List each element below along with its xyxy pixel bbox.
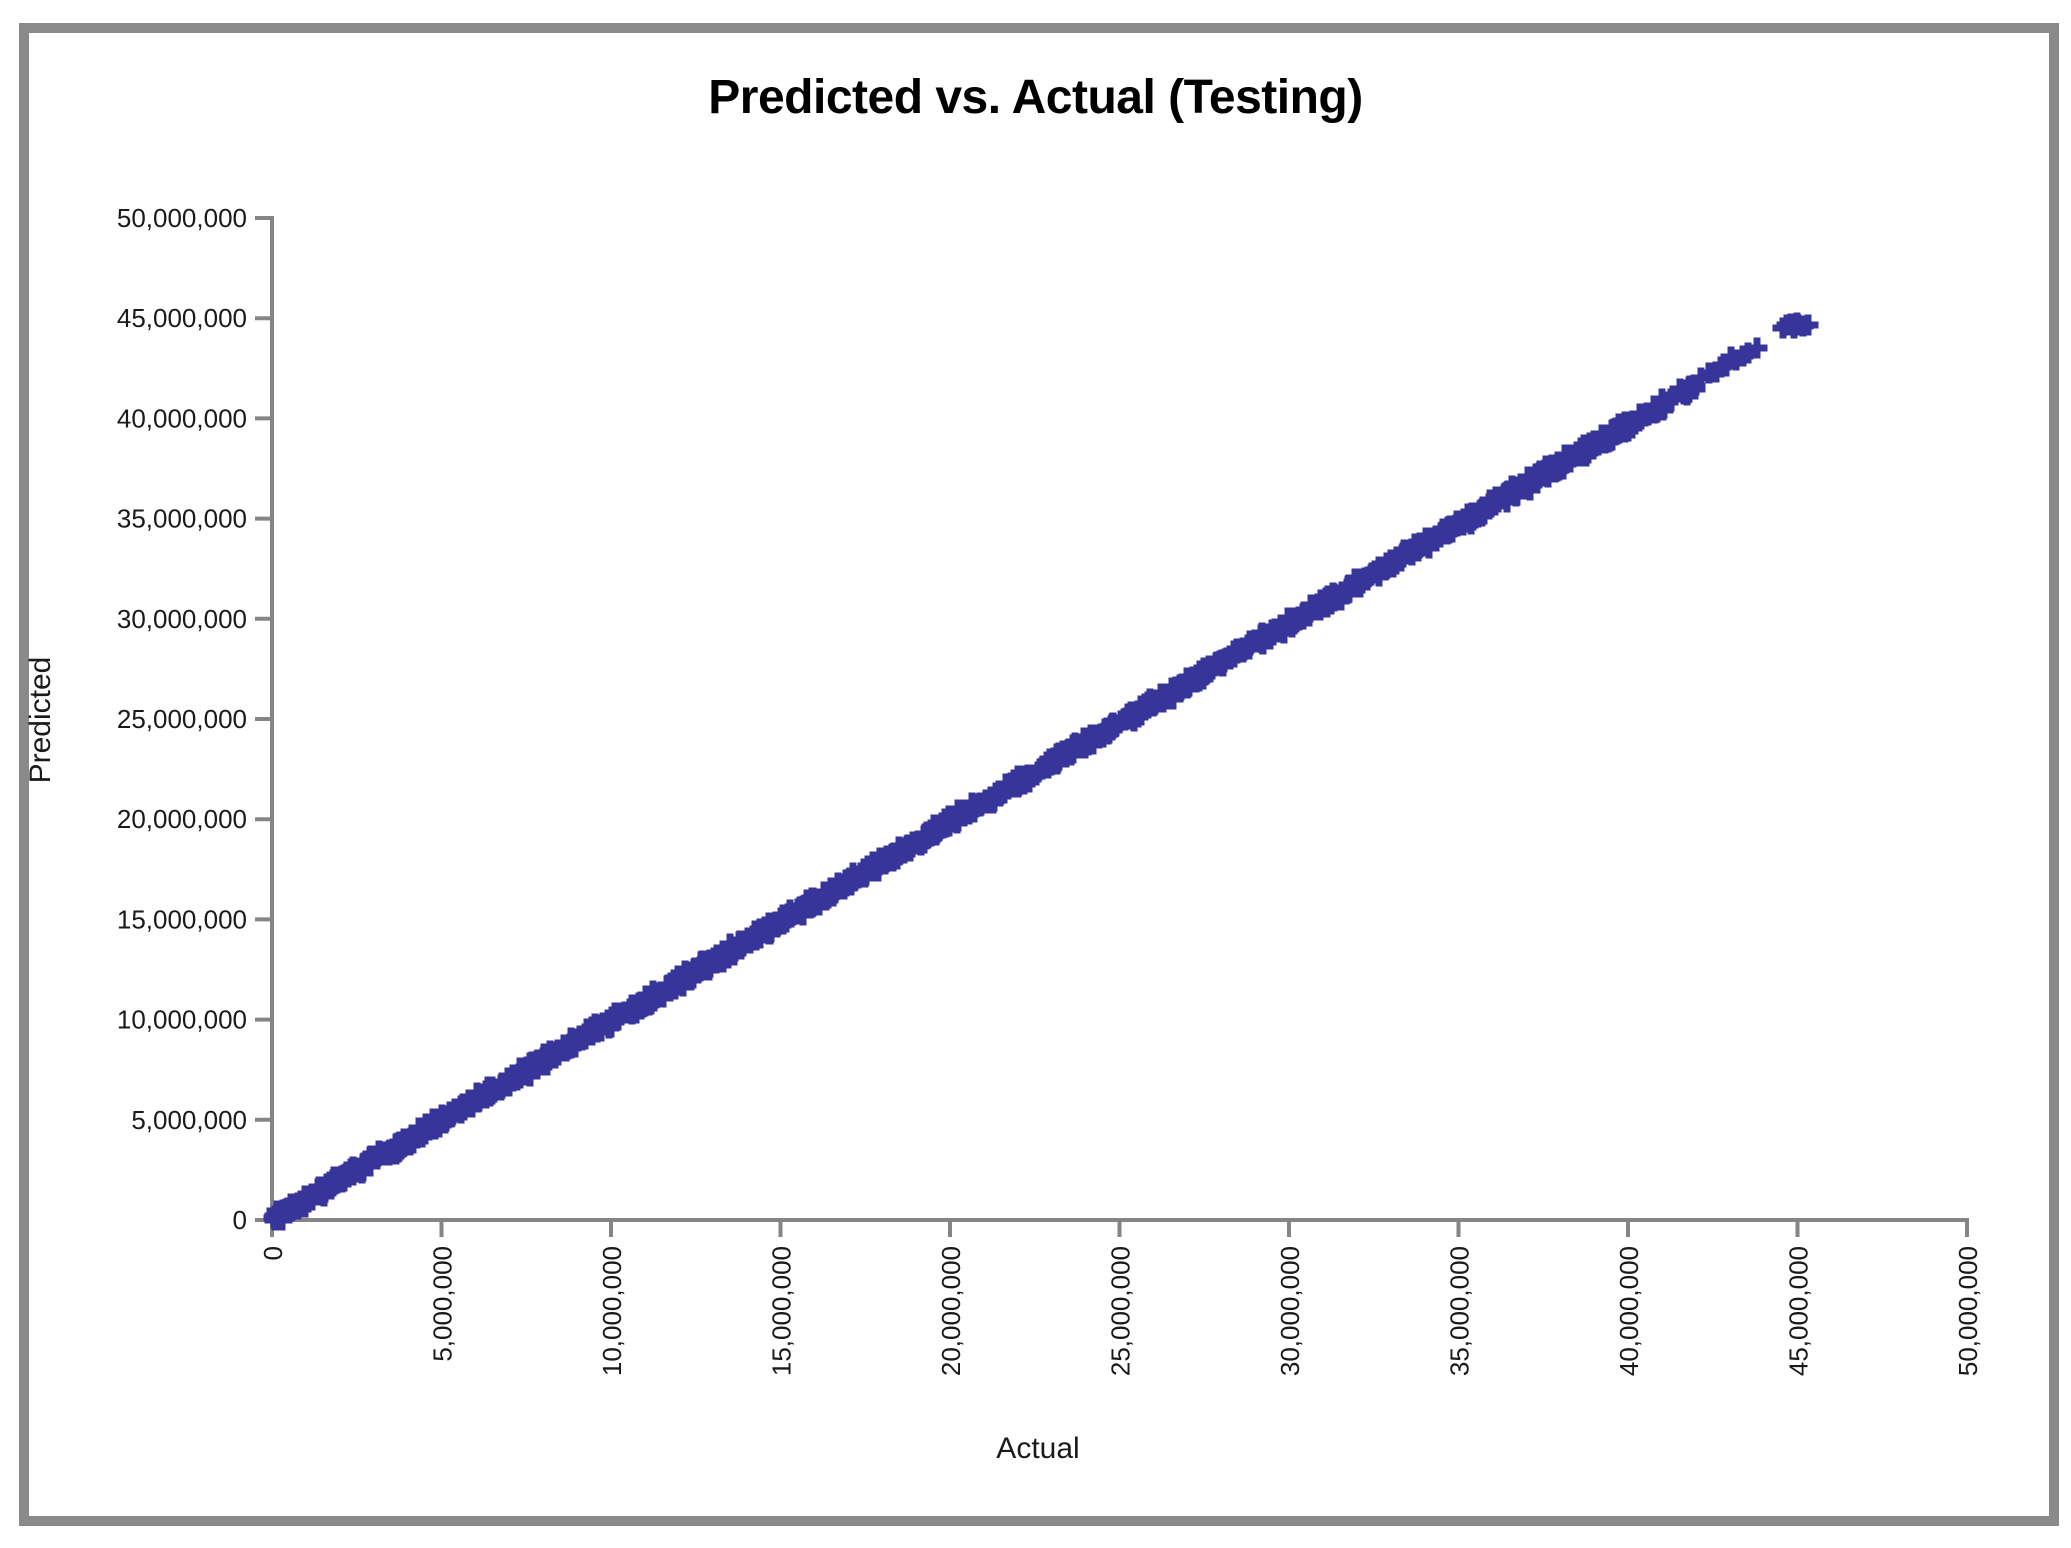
x-tick-label: 30,000,000: [1275, 1246, 1305, 1376]
x-tick-labels: 0 5,000,000 10,000,000 15,000,000 20,000,000…: [258, 1246, 1983, 1376]
x-tick-label: 0: [258, 1246, 288, 1260]
x-tick-label: 40,000,000: [1614, 1246, 1644, 1376]
data-series-markers: [263, 312, 1819, 1231]
x-tick-label: 15,000,000: [767, 1246, 797, 1376]
y-tick-label: 25,000,000: [117, 704, 247, 734]
x-tick-label: 20,000,000: [936, 1246, 966, 1376]
y-tick-label: 50,000,000: [117, 203, 247, 233]
y-tick-labels: 0 5,000,000 10,000,000 15,000,000 20,000,000…: [117, 203, 247, 1235]
x-tick-label: 35,000,000: [1445, 1246, 1475, 1376]
y-tick-label: 30,000,000: [117, 604, 247, 634]
x-tick-label: 50,000,000: [1953, 1246, 1983, 1376]
x-tick-label: 25,000,000: [1106, 1246, 1136, 1376]
chart-title: Predicted vs. Actual (Testing): [708, 71, 1363, 124]
x-tick-label: 5,000,000: [428, 1246, 458, 1362]
y-tick-label: 35,000,000: [117, 504, 247, 534]
y-tick-label: 15,000,000: [117, 904, 247, 934]
x-tick-label: 45,000,000: [1784, 1246, 1814, 1376]
y-tick-label: 0: [233, 1205, 247, 1235]
y-tick-label: 5,000,000: [131, 1105, 247, 1135]
y-tick-label: 10,000,000: [117, 1005, 247, 1035]
y-tick-label: 45,000,000: [117, 303, 247, 333]
y-tick-label: 20,000,000: [117, 804, 247, 834]
x-axis-title: Actual: [996, 1432, 1080, 1465]
y-tick-label: 40,000,000: [117, 403, 247, 433]
x-tick-label: 10,000,000: [597, 1246, 627, 1376]
